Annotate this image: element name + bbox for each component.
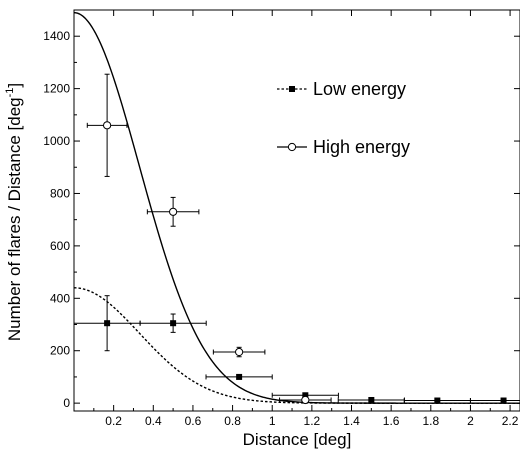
x-tick-label: 1.6 [383,414,400,428]
y-tick-label: 1000 [43,134,70,148]
x-tick-label: 2 [467,414,474,428]
point-low-energy [469,397,520,404]
legend-item-high-energy: High energy [277,137,410,157]
axis-ticks: 0.2 0.4 0.6 0.8 1 1.2 1.4 1.6 1.8 2 2.2 0 200 400 600 8… [43,10,520,428]
square-marker [104,320,111,327]
circle-marker [169,207,178,216]
legend: Low energy High energy [277,79,410,157]
fit-curve-low-energy [73,287,520,404]
point-low-energy [73,295,141,352]
x-axis-title: Distance [deg] [243,430,352,449]
y-tick-label: 200 [50,344,70,358]
circle-marker [103,121,112,130]
point-low-energy [205,373,273,380]
circle-marker [301,395,310,405]
x-tick-label: 1 [269,414,276,428]
y-tick-label: 600 [50,239,70,253]
square-marker [500,397,507,404]
y-tick-label: 0 [63,396,70,410]
square-marker [170,320,177,327]
point-high-energy [146,196,200,227]
point-low-energy [139,313,207,333]
circle-marker [235,347,244,357]
legend-low-energy-marker [289,86,295,92]
plot-frame [73,9,520,412]
x-tick-label: 1.4 [343,414,360,428]
x-tick-label: 0.4 [145,414,162,428]
x-tick-label: 0.6 [185,414,202,428]
legend-high-energy-label: High energy [313,137,410,157]
y-axis-title: Number of flares / Distance [deg-1] [4,83,24,341]
square-marker [368,396,375,403]
y-tick-label: 1200 [43,82,70,96]
y-axis-title-main: Number of flares / Distance [deg [5,97,24,341]
y-tick-label: 1400 [43,29,70,43]
square-marker [302,392,309,399]
x-tick-label: 2.2 [502,414,519,428]
square-marker [236,373,243,380]
y-axis-title-superscript: -1 [4,88,16,98]
legend-item-low-energy: Low energy [277,79,406,99]
point-high-energy [86,73,128,177]
y-tick-label: 800 [50,186,70,200]
y-tick-label: 400 [50,291,70,305]
data-points [73,73,520,405]
y-axis-title-close: ] [5,83,24,88]
x-tick-label: 0.8 [224,414,241,428]
fit-curves [73,11,520,404]
fit-curve-high-energy [73,11,520,404]
point-low-energy [337,396,405,403]
square-marker [434,397,441,404]
x-tick-label: 1.2 [304,414,321,428]
legend-high-energy-marker [287,142,297,152]
x-tick-label: 1.8 [422,414,439,428]
x-tick-label: 0.2 [105,414,122,428]
legend-low-energy-label: Low energy [313,79,406,99]
point-high-energy [279,395,332,405]
point-high-energy [212,346,266,358]
